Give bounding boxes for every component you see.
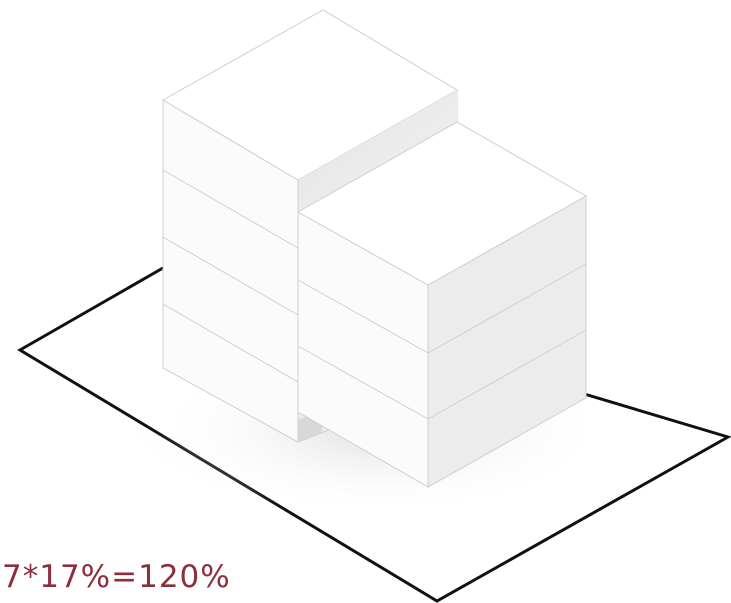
short-floor-line [427,263,587,354]
short-floor-line [297,345,429,420]
roof-step-face [298,90,457,212]
tall-floor-line [162,236,299,316]
short-floor-line [427,329,587,420]
tall-floor-line [162,303,299,383]
tall-floor-line [162,169,299,249]
area-ratio-formula: 7*17%=120% [2,559,231,595]
short-block-roof [296,121,588,286]
short-floor-line [297,279,429,354]
